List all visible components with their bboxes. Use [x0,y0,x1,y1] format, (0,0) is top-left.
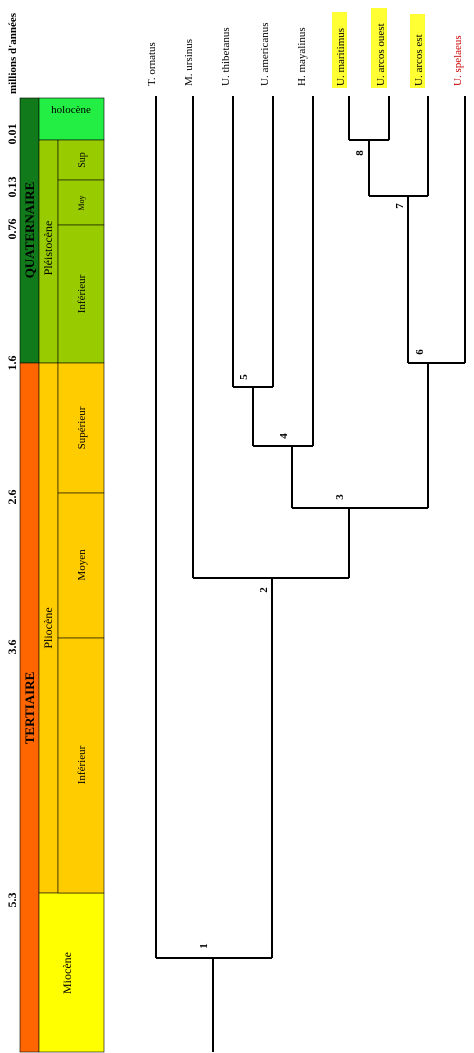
highlight-arcos-ouest [371,8,387,88]
node-label-4: 4 [278,433,290,439]
miocene-band [38,892,105,1053]
node-7-join [369,195,428,363]
taxon-h-mayalinus: H. mayalinus [296,27,308,86]
tick-0-13: 0.13 [5,177,19,198]
stage-moyen-label: Moyen [76,549,88,581]
node-5-join [233,386,273,446]
pliocene-moyen-band [57,492,105,639]
node-2-join [193,577,349,958]
taxon-u-spelaeus: U. spelaeus [452,35,464,86]
holocene-label: holocène [51,104,91,116]
taxon-u-arcos-ouest: U. arcos ouest [375,23,387,86]
node-label-2: 2 [258,587,270,593]
miocene-label: Miocène [60,952,74,994]
stage-plio-inferieur-label: Inférieur [76,745,88,784]
stage-pleist-inferieur-label: Inférieur [76,274,88,313]
tick-1-6: 1.6 [5,356,19,371]
node-label-8: 8 [354,150,366,156]
tick-0-01: 0.01 [5,124,19,145]
node-label-6: 6 [414,349,426,355]
node-label-3: 3 [334,494,346,500]
stage-superieur-label: Supérieur [76,406,88,449]
pleistocene-label: Pléistocène [41,221,55,276]
node-3-join [292,507,428,578]
taxon-u-thibetanus: U. thibetanus [220,27,232,86]
axis-title: millions d'années [7,12,19,94]
tick-0-76: 0.76 [5,219,19,240]
pleistocene-sup-band [57,139,105,181]
taxon-m-ursinus: M. ursinus [183,39,195,86]
taxon-u-arcos-est: U. arcos est [413,34,425,86]
node-6-join [408,362,465,508]
node-1-join [156,957,272,1052]
stage-moy-label: Moy [77,195,86,210]
quaternary-label: QUATERNAIRE [22,182,37,279]
node-label-1: 1 [198,943,210,949]
tick-3-6: 3.6 [5,640,19,655]
pliocene-label: Pliocène [41,607,55,648]
pliocene-inferieur-band [57,637,105,894]
pleistocene-inferieur-band [57,224,105,364]
node-label-5: 5 [238,374,250,380]
tick-2-6: 2.6 [5,490,19,505]
tertiary-label: TERTIAIRE [22,672,37,745]
pleistocene-moy-band [57,179,105,226]
taxon-u-maritimus: U. maritimus [335,28,347,86]
highlight-arcos-est [410,14,425,88]
phylogenetic-tree [155,96,466,1052]
tick-5-3: 5.3 [5,893,19,908]
taxon-u-americanus: U. americanus [259,22,271,86]
taxon-t-ornatus: T. ornatus [146,42,158,86]
node-label-7: 7 [394,203,406,209]
node-8-join [349,139,389,196]
highlight-maritimus [332,12,347,88]
node-4-join [253,445,313,508]
stage-sup-label: Sup [77,152,88,168]
